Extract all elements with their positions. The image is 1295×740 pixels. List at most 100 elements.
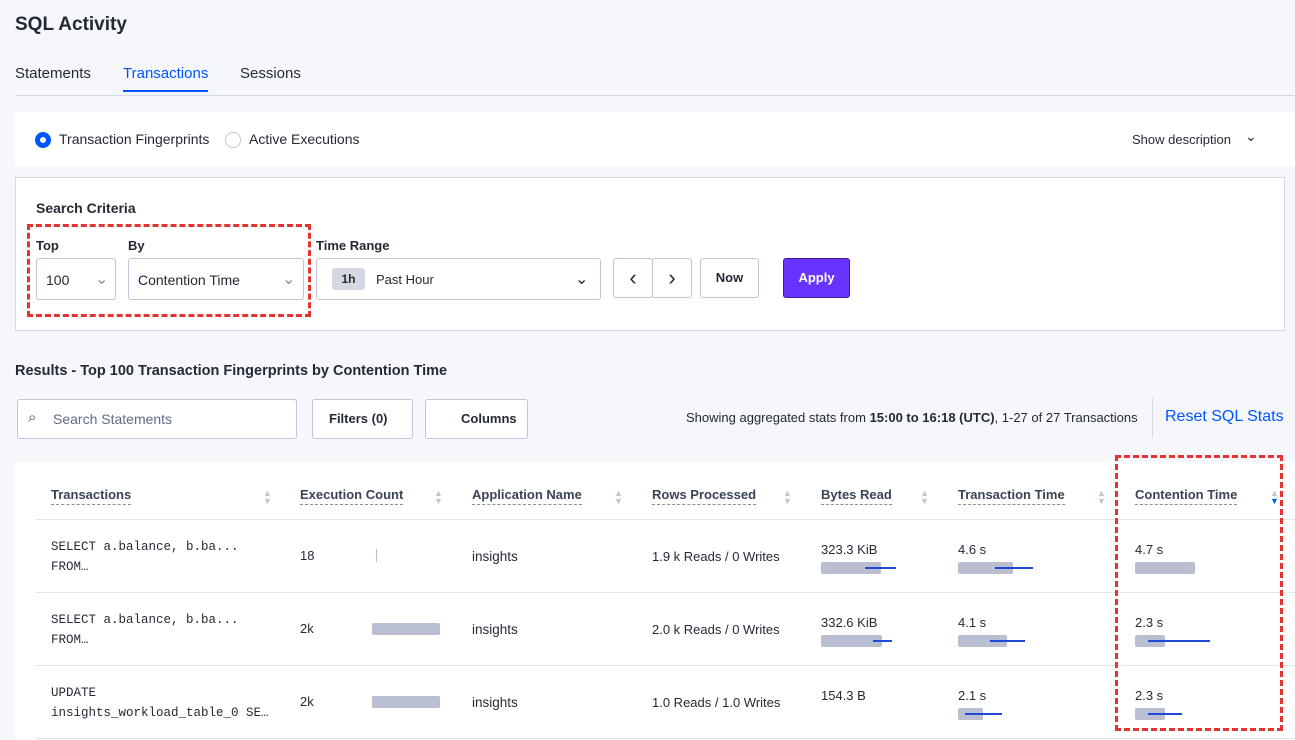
mini-dev: [1148, 713, 1182, 715]
cell: 18: [300, 548, 315, 563]
query-line: FROM…: [51, 633, 89, 647]
prev-button[interactable]: ‹: [613, 258, 653, 298]
table: [15, 462, 1295, 740]
mini-bar: [376, 549, 377, 562]
row-divider: [36, 519, 1295, 520]
query[interactable]: UPDATE insights_workload_table_0 SE…: [51, 683, 269, 723]
top-select[interactable]: 100 ⌄: [36, 258, 116, 300]
row-divider: [36, 592, 1295, 593]
now-button[interactable]: Now: [700, 258, 759, 298]
label: Time Range: [316, 238, 390, 253]
cell: 4.7 s: [1135, 542, 1164, 557]
highlight-box: [27, 224, 311, 317]
mini-dev: [990, 640, 1025, 642]
cell: insights: [472, 549, 518, 564]
column-header[interactable]: Transactions: [51, 487, 132, 505]
sort-icon: ▲ ▼: [263, 488, 272, 506]
mini-dev: [995, 567, 1033, 569]
select-value: 100: [46, 272, 70, 288]
mini-dev: [965, 713, 1002, 715]
mini-bar: [958, 562, 1013, 574]
column-header[interactable]: Rows Processed: [652, 487, 757, 505]
radio-label[interactable]: Transaction Fingerprints: [59, 131, 210, 147]
show-description[interactable]: Show description: [1132, 132, 1231, 147]
column-header[interactable]: Bytes Read: [821, 487, 892, 505]
cell: 323.3 KiB: [821, 542, 878, 557]
cell: 2k: [300, 621, 314, 636]
label: Top: [36, 238, 59, 253]
tab[interactable]: Statements: [15, 65, 91, 82]
cell: insights: [472, 622, 518, 637]
chevron: ⌄: [575, 271, 589, 288]
row-divider: [36, 665, 1295, 666]
tab[interactable]: Sessions: [240, 65, 301, 82]
query-line: FROM…: [51, 560, 89, 574]
section-title: Search Criteria: [36, 200, 136, 216]
column-header[interactable]: Execution Count: [300, 487, 404, 505]
cell: 4.1 s: [958, 615, 987, 630]
divider: [1152, 398, 1153, 438]
query-line: UPDATE: [51, 686, 97, 700]
select-value: Past Hour: [376, 272, 434, 287]
chevron: ⌄: [282, 271, 296, 288]
columns-button[interactable]: Columns: [425, 399, 528, 439]
summary-range: 15:00 to 16:18 (UTC): [869, 410, 995, 425]
row-divider: [36, 738, 1295, 739]
mini-bar: [372, 696, 440, 708]
divider: [15, 95, 1295, 96]
sort-icon: ▲ ▼: [920, 488, 929, 506]
view-panel: Transaction Fingerprints Active Executio…: [15, 112, 1295, 166]
sort-icon: ▲ ▼: [1270, 488, 1279, 506]
query[interactable]: SELECT a.balance, b.ba... FROM…: [51, 610, 239, 650]
mini-bar: [1135, 562, 1195, 574]
mini-bar: [372, 623, 440, 635]
cell: 2.3 s: [1135, 688, 1164, 703]
summary-text: , 1-27 of 27 Transactions: [994, 410, 1138, 425]
cell: 332.6 KiB: [821, 615, 878, 630]
summary: Showing aggregated stats from 15:00 to 1…: [686, 410, 1138, 425]
badge: 1h: [332, 268, 365, 290]
page-title: SQL Activity: [15, 14, 127, 35]
search-panel: Search Criteria Top By Time Range 100 ⌄ C…: [15, 177, 1285, 331]
time-select[interactable]: 1h Past Hour ⌄: [316, 258, 601, 300]
reset-link[interactable]: Reset SQL Stats: [1165, 408, 1284, 425]
sort-icon: ▲ ▼: [783, 488, 792, 506]
mini-dev: [865, 567, 896, 569]
search-icon: ⌕: [28, 409, 37, 426]
sort-icon: ▲ ▼: [1097, 488, 1106, 506]
highlight-box: [1115, 455, 1283, 731]
apply-button[interactable]: Apply: [783, 258, 850, 298]
summary-text: Showing aggregated stats from: [686, 410, 866, 425]
query-line: SELECT a.balance, b.ba...: [51, 540, 239, 554]
column-header[interactable]: Application Name: [472, 487, 582, 505]
radio-label[interactable]: Active Executions: [249, 131, 360, 147]
mini-dev: [1148, 640, 1210, 642]
filters-button[interactable]: Filters (0): [312, 399, 413, 439]
mini-bar: [958, 635, 1007, 647]
select-value: Contention Time: [138, 272, 240, 288]
cell: 1.0 Reads / 1.0 Writes: [652, 695, 781, 710]
search-input[interactable]: ⌕ Search Statements: [17, 399, 297, 439]
radio[interactable]: [225, 132, 241, 148]
by-select[interactable]: Contention Time ⌄: [128, 258, 304, 300]
query[interactable]: SELECT a.balance, b.ba... FROM…: [51, 537, 239, 577]
cell: 2.0 k Reads / 0 Writes: [652, 622, 780, 637]
query-line: insights_workload_table_0 SE…: [51, 706, 269, 720]
column-header[interactable]: Contention Time: [1135, 487, 1238, 505]
chevron: ⌄: [95, 271, 109, 288]
cell: 2.1 s: [958, 688, 987, 703]
label: By: [128, 238, 145, 253]
mini-dev: [873, 640, 892, 642]
query-line: SELECT a.balance, b.ba...: [51, 613, 239, 627]
next-button[interactable]: ›: [652, 258, 692, 298]
cell: 4.6 s: [958, 542, 987, 557]
mini-bar: [821, 562, 881, 574]
cell: insights: [472, 695, 518, 710]
sort-icon: ▲ ▼: [434, 488, 443, 506]
sort-icon: ▲ ▼: [614, 488, 623, 506]
cell: 2.3 s: [1135, 615, 1164, 630]
column-header[interactable]: Transaction Time: [958, 487, 1065, 505]
radio-checked[interactable]: [35, 132, 51, 148]
tab[interactable]: Transactions: [123, 65, 209, 92]
